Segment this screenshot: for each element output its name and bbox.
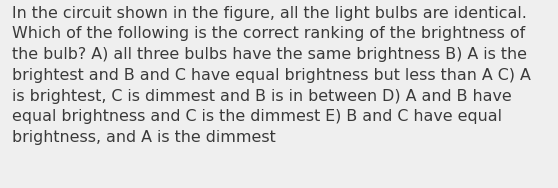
Text: In the circuit shown in the figure, all the light bulbs are identical.
Which of : In the circuit shown in the figure, all …: [12, 6, 531, 145]
